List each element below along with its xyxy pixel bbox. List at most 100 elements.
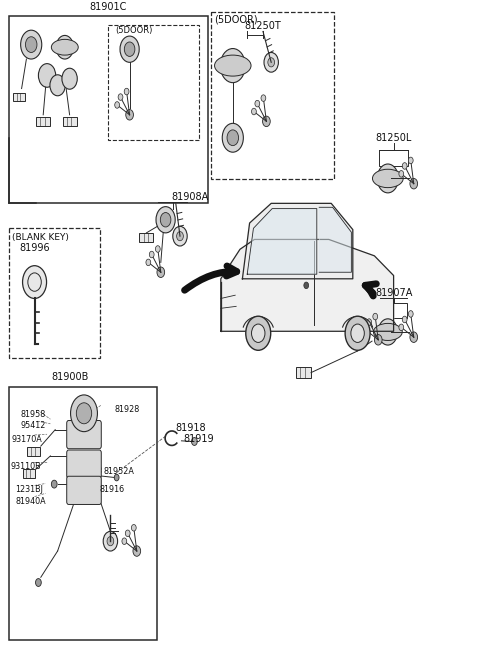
Circle shape xyxy=(124,42,135,56)
Ellipse shape xyxy=(215,55,251,76)
Circle shape xyxy=(38,64,56,87)
Circle shape xyxy=(125,530,130,537)
Text: 93170A: 93170A xyxy=(12,435,43,444)
Polygon shape xyxy=(319,207,351,272)
Text: 81250T: 81250T xyxy=(245,22,281,31)
Circle shape xyxy=(160,213,171,227)
Polygon shape xyxy=(242,203,353,279)
Circle shape xyxy=(62,68,77,89)
Circle shape xyxy=(226,56,240,75)
Circle shape xyxy=(122,538,127,544)
Circle shape xyxy=(71,395,97,432)
Bar xyxy=(380,303,407,318)
Circle shape xyxy=(351,324,364,342)
Bar xyxy=(108,25,199,140)
Text: (5DOOR): (5DOOR) xyxy=(215,14,258,24)
Text: 81940A: 81940A xyxy=(15,497,46,506)
Circle shape xyxy=(264,52,278,72)
Circle shape xyxy=(378,319,397,345)
Circle shape xyxy=(382,171,394,186)
Bar xyxy=(36,117,50,126)
Text: 81918: 81918 xyxy=(175,423,206,433)
Text: (BLANK KEY): (BLANK KEY) xyxy=(12,233,69,242)
Text: 1231BJ: 1231BJ xyxy=(15,485,43,495)
Circle shape xyxy=(132,525,136,531)
FancyBboxPatch shape xyxy=(67,450,101,478)
Circle shape xyxy=(345,316,370,350)
Text: 81916: 81916 xyxy=(100,485,125,495)
Text: 93110B: 93110B xyxy=(11,462,41,472)
Bar xyxy=(379,150,408,166)
Circle shape xyxy=(124,89,129,95)
Circle shape xyxy=(373,314,378,320)
Bar xyxy=(23,470,35,478)
Circle shape xyxy=(76,403,92,424)
Circle shape xyxy=(261,95,266,102)
Circle shape xyxy=(115,102,120,108)
Circle shape xyxy=(103,531,118,551)
Circle shape xyxy=(149,251,154,258)
Circle shape xyxy=(227,130,239,146)
Bar xyxy=(9,228,100,358)
Text: 81928: 81928 xyxy=(114,405,140,415)
Circle shape xyxy=(107,537,114,546)
Circle shape xyxy=(118,94,123,100)
Text: (5DOOR): (5DOOR) xyxy=(115,26,153,35)
Bar xyxy=(27,447,40,455)
Bar xyxy=(296,367,311,378)
Circle shape xyxy=(222,123,243,152)
Text: 81919: 81919 xyxy=(183,434,214,444)
Circle shape xyxy=(51,480,57,488)
Text: 81958: 81958 xyxy=(20,410,46,419)
Circle shape xyxy=(114,474,119,481)
Text: 81952A: 81952A xyxy=(103,467,134,476)
Circle shape xyxy=(157,267,165,277)
Circle shape xyxy=(192,438,197,445)
Circle shape xyxy=(120,36,139,62)
Circle shape xyxy=(399,324,404,331)
Bar xyxy=(9,387,157,640)
Circle shape xyxy=(402,163,407,169)
Circle shape xyxy=(177,232,183,241)
Text: 81901C: 81901C xyxy=(89,2,127,12)
Circle shape xyxy=(56,35,73,59)
FancyBboxPatch shape xyxy=(67,420,101,449)
Circle shape xyxy=(133,546,141,556)
Circle shape xyxy=(304,282,309,289)
Text: 95412: 95412 xyxy=(20,421,46,430)
Circle shape xyxy=(399,171,404,177)
Circle shape xyxy=(25,37,37,52)
Ellipse shape xyxy=(372,169,403,188)
Circle shape xyxy=(377,164,398,193)
Text: 81900B: 81900B xyxy=(51,372,88,382)
Circle shape xyxy=(36,579,41,586)
FancyBboxPatch shape xyxy=(67,476,101,504)
Text: 81907A: 81907A xyxy=(375,289,412,298)
Circle shape xyxy=(146,259,151,266)
Bar xyxy=(9,16,208,203)
Circle shape xyxy=(408,157,413,164)
Circle shape xyxy=(410,178,418,189)
Circle shape xyxy=(367,319,372,325)
Circle shape xyxy=(252,108,256,115)
Circle shape xyxy=(126,110,133,120)
Circle shape xyxy=(60,41,70,54)
Bar xyxy=(13,93,25,101)
Circle shape xyxy=(263,116,270,127)
Circle shape xyxy=(402,316,407,323)
Circle shape xyxy=(255,100,260,107)
Circle shape xyxy=(173,226,187,246)
Circle shape xyxy=(220,49,245,83)
Polygon shape xyxy=(247,209,317,274)
Text: 81996: 81996 xyxy=(19,243,50,253)
Circle shape xyxy=(246,316,271,350)
Bar xyxy=(211,12,334,179)
Bar xyxy=(140,233,153,242)
Ellipse shape xyxy=(51,39,78,55)
Circle shape xyxy=(374,335,382,345)
Circle shape xyxy=(410,332,418,342)
Text: 81250L: 81250L xyxy=(375,133,412,143)
Polygon shape xyxy=(221,239,394,331)
Circle shape xyxy=(23,266,47,298)
Circle shape xyxy=(408,311,413,318)
